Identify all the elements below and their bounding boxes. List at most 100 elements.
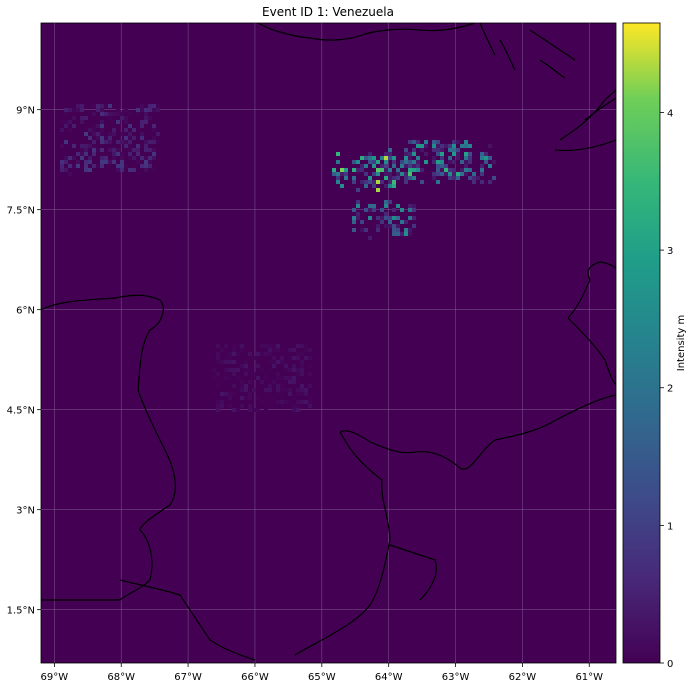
intensity-cell <box>104 136 108 140</box>
intensity-cell <box>128 132 132 136</box>
intensity-cell <box>64 140 68 144</box>
intensity-cell <box>272 344 276 348</box>
intensity-cell <box>388 216 392 220</box>
intensity-cell <box>400 172 404 176</box>
intensity-cell <box>468 176 472 180</box>
intensity-cell <box>216 352 220 356</box>
intensity-cell <box>296 388 300 392</box>
intensity-cell <box>88 160 92 164</box>
intensity-cell <box>236 408 240 412</box>
intensity-cell <box>436 172 440 176</box>
intensity-cell <box>296 408 300 412</box>
intensity-cell <box>404 176 408 180</box>
intensity-cell <box>420 180 424 184</box>
intensity-cell <box>408 208 412 212</box>
intensity-cell <box>92 132 96 136</box>
intensity-cell <box>384 176 388 180</box>
border-brazil-east <box>389 544 437 601</box>
intensity-cell <box>116 168 120 172</box>
intensity-cell <box>264 344 268 348</box>
intensity-cell <box>100 120 104 124</box>
intensity-cell <box>272 380 276 384</box>
intensity-cell <box>288 356 292 360</box>
intensity-cell <box>404 232 408 236</box>
intensity-cell <box>140 164 144 168</box>
intensity-cell <box>140 156 144 160</box>
intensity-cell <box>100 104 104 108</box>
intensity-cell <box>392 228 396 232</box>
intensity-cell <box>368 156 372 160</box>
map-title: Event ID 1: Venezuela <box>262 5 394 19</box>
intensity-cell <box>240 384 244 388</box>
intensity-cell <box>112 132 116 136</box>
intensity-cell <box>304 388 308 392</box>
intensity-cell <box>288 368 292 372</box>
intensity-cell <box>120 112 124 116</box>
intensity-cell <box>416 156 420 160</box>
intensity-cell <box>384 152 388 156</box>
intensity-cell <box>404 228 408 232</box>
intensity-cell <box>336 180 340 184</box>
colorbar <box>622 22 661 664</box>
intensity-cell <box>468 156 472 160</box>
intensity-cell <box>272 384 276 388</box>
intensity-cell <box>372 172 376 176</box>
intensity-cell <box>380 180 384 184</box>
intensity-cell <box>136 144 140 148</box>
intensity-cell <box>424 152 428 156</box>
intensity-cell <box>148 116 152 120</box>
intensity-cell <box>364 164 368 168</box>
intensity-cell <box>432 160 436 164</box>
intensity-cell <box>388 180 392 184</box>
intensity-cell <box>228 376 232 380</box>
intensity-cell <box>268 388 272 392</box>
intensity-cell <box>276 372 280 376</box>
intensity-cell <box>156 104 160 108</box>
intensity-cell <box>132 148 136 152</box>
intensity-cell <box>124 144 128 148</box>
intensity-cell <box>256 364 260 368</box>
intensity-cell <box>388 220 392 224</box>
intensity-cell <box>248 392 252 396</box>
intensity-cell <box>408 140 412 144</box>
intensity-cell <box>292 408 296 412</box>
intensity-cell <box>488 164 492 168</box>
intensity-cell <box>336 152 340 156</box>
intensity-cell <box>400 164 404 168</box>
intensity-cell <box>436 160 440 164</box>
intensity-cell <box>448 144 452 148</box>
intensity-cell <box>92 104 96 108</box>
intensity-cell <box>72 116 76 120</box>
intensity-cell <box>396 176 400 180</box>
intensity-cell <box>124 120 128 124</box>
intensity-cell <box>480 172 484 176</box>
intensity-cell <box>420 144 424 148</box>
intensity-cell <box>468 144 472 148</box>
intensity-cell <box>304 344 308 348</box>
intensity-cell <box>220 392 224 396</box>
intensity-cell <box>368 208 372 212</box>
intensity-cell <box>408 176 412 180</box>
intensity-cell <box>96 124 100 128</box>
intensity-cell <box>60 164 64 168</box>
intensity-cell <box>124 128 128 132</box>
intensity-cell <box>464 156 468 160</box>
intensity-cell <box>212 376 216 380</box>
intensity-cell <box>264 384 268 388</box>
intensity-cell <box>220 400 224 404</box>
intensity-cell <box>300 400 304 404</box>
intensity-cell <box>460 168 464 172</box>
x-tick-label: 61°W <box>575 672 603 683</box>
intensity-cell <box>452 148 456 152</box>
intensity-cell <box>412 160 416 164</box>
intensity-cell <box>296 380 300 384</box>
intensity-cell <box>228 356 232 360</box>
intensity-cell <box>84 144 88 148</box>
intensity-cell <box>360 156 364 160</box>
intensity-cell <box>436 164 440 168</box>
intensity-cell <box>416 140 420 144</box>
intensity-cells <box>60 104 496 412</box>
intensity-cell <box>280 396 284 400</box>
intensity-cell <box>292 384 296 388</box>
y-tick-label: 3°N <box>16 506 35 517</box>
